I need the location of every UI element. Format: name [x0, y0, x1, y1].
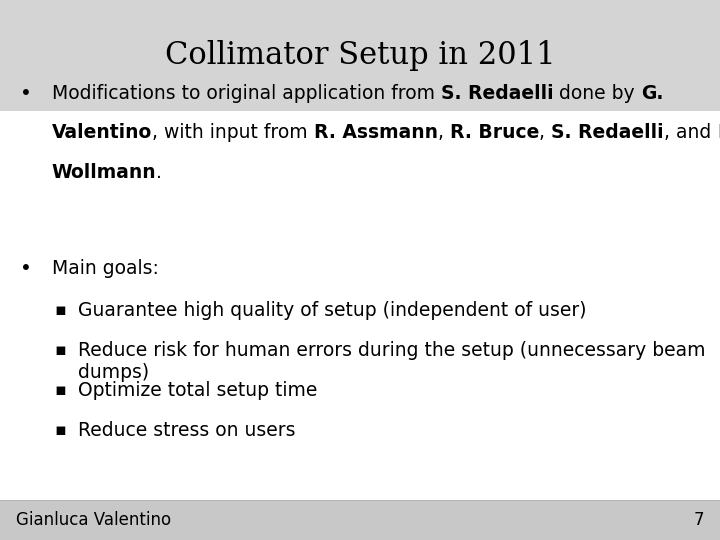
Text: Reduce risk for human errors during the setup (unnecessary beam
dumps): Reduce risk for human errors during the … — [78, 341, 706, 382]
Text: Reduce stress on users: Reduce stress on users — [78, 421, 295, 440]
Text: •: • — [20, 259, 32, 278]
Text: G.: G. — [641, 84, 663, 103]
Text: Wollmann: Wollmann — [52, 163, 156, 181]
Text: Gianluca Valentino: Gianluca Valentino — [16, 511, 171, 529]
Text: 7: 7 — [693, 511, 704, 529]
Text: , with input from: , with input from — [152, 123, 314, 142]
Text: R. Assmann: R. Assmann — [314, 123, 438, 142]
Text: Collimator Setup in 2011: Collimator Setup in 2011 — [165, 40, 555, 71]
Text: Modifications to original application from: Modifications to original application fr… — [52, 84, 441, 103]
Text: ▪: ▪ — [54, 341, 66, 359]
Text: .: . — [156, 163, 162, 181]
Text: S. Redaelli: S. Redaelli — [441, 84, 554, 103]
Text: ▪: ▪ — [54, 421, 66, 439]
Text: , and: , and — [664, 123, 717, 142]
Bar — [0, 500, 720, 540]
Text: •: • — [20, 84, 32, 103]
Text: Valentino: Valentino — [52, 123, 152, 142]
Text: Guarantee high quality of setup (independent of user): Guarantee high quality of setup (indepen… — [78, 301, 586, 320]
Text: done by: done by — [554, 84, 641, 103]
Bar — [0, 0, 720, 111]
Text: Optimize total setup time: Optimize total setup time — [78, 381, 317, 400]
Text: ,: , — [539, 123, 551, 142]
Text: Main goals:: Main goals: — [52, 259, 158, 278]
Text: ,: , — [438, 123, 450, 142]
Text: D.: D. — [717, 123, 720, 142]
Text: S. Redaelli: S. Redaelli — [551, 123, 664, 142]
Text: R. Bruce: R. Bruce — [450, 123, 539, 142]
Text: ▪: ▪ — [54, 301, 66, 319]
Text: ▪: ▪ — [54, 381, 66, 399]
